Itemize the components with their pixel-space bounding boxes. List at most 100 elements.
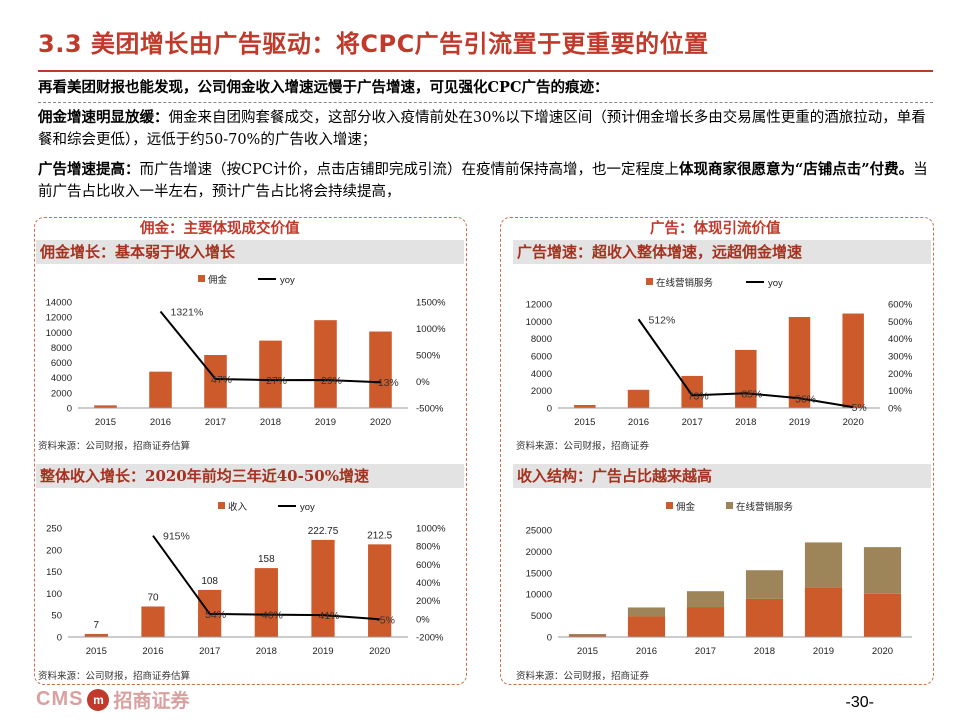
left-axis-tick-label: 250 bbox=[46, 524, 62, 535]
left-axis-tick-label: 150 bbox=[46, 567, 62, 578]
x-axis-tick-label: 2020 bbox=[872, 646, 893, 657]
commission-box bbox=[34, 217, 467, 685]
legend-label: 佣金 bbox=[676, 501, 696, 513]
yoy-point-label: 41% bbox=[318, 610, 339, 622]
x-axis-tick-label: 2015 bbox=[95, 417, 116, 428]
yoy-point-label: 915% bbox=[163, 531, 190, 543]
yoy-point-label: -5% bbox=[376, 614, 395, 626]
commission-body: 佣金来自团购套餐成交，这部分收入疫情前处在30%以下增速区间（预计佣金增长多由交… bbox=[38, 110, 926, 148]
intro-divider bbox=[38, 102, 933, 103]
x-axis-tick-label: 2015 bbox=[86, 646, 107, 657]
x-axis-tick-label: 2019 bbox=[813, 646, 834, 657]
x-axis-tick-label: 2019 bbox=[315, 417, 336, 428]
bar-value-label: 222.75 bbox=[308, 526, 339, 537]
left-axis-tick-label: 4000 bbox=[531, 369, 552, 380]
x-axis-tick-label: 2017 bbox=[199, 646, 220, 657]
right-axis-tick-label: 300% bbox=[888, 352, 913, 363]
left-axis-tick-label: 50 bbox=[51, 611, 62, 622]
right-axis-tick-label: 800% bbox=[416, 542, 441, 553]
bar-value-label: 70 bbox=[147, 592, 159, 603]
x-axis-tick-label: 2020 bbox=[370, 417, 391, 428]
bar bbox=[369, 331, 392, 408]
x-axis-tick-label: 2018 bbox=[754, 646, 775, 657]
bar bbox=[141, 606, 165, 637]
stacked-bar-segment bbox=[745, 570, 784, 599]
bar-value-label: 212.5 bbox=[367, 530, 392, 541]
ads-bold: 体现商家很愿意为“店铺点击”付费。 bbox=[678, 161, 914, 178]
left-axis-tick-label: 10000 bbox=[526, 317, 552, 328]
left-axis-tick-label: 20000 bbox=[526, 547, 552, 558]
ads-lead: 广告增速提高： bbox=[38, 161, 140, 178]
left-axis-tick-label: 14000 bbox=[46, 298, 72, 309]
logo-emblem-icon: m bbox=[87, 688, 110, 711]
right-axis-tick-label: 200% bbox=[416, 596, 441, 607]
bar-value-label: 158 bbox=[258, 554, 275, 565]
stacked-bar-segment bbox=[627, 616, 666, 637]
yoy-point-label: -13% bbox=[374, 377, 399, 389]
legend-label: yoy bbox=[300, 502, 315, 513]
legend-label: 收入 bbox=[228, 501, 248, 513]
ads-chart-title: 广告增速：超收入整体增速，远超佣金增速 bbox=[513, 240, 931, 264]
legend-label: yoy bbox=[280, 275, 295, 286]
legend-bar-swatch bbox=[198, 275, 205, 282]
left-axis-tick-label: 0 bbox=[547, 633, 552, 644]
right-axis-tick-label: 1500% bbox=[416, 298, 446, 309]
left-axis-tick-label: 8000 bbox=[51, 343, 72, 354]
company-logo: CMS m 招商证券 bbox=[36, 686, 189, 713]
stacked-bar-segment bbox=[863, 547, 902, 594]
right-axis-tick-label: 400% bbox=[416, 578, 441, 589]
yoy-point-label: 512% bbox=[649, 314, 676, 326]
right-axis-tick-label: 200% bbox=[888, 369, 913, 380]
left-axis-tick-label: 5000 bbox=[531, 611, 552, 622]
structure-source: 资料来源：公司财报，招商证券 bbox=[516, 671, 650, 682]
left-axis-tick-label: 6000 bbox=[51, 358, 72, 369]
bar-value-label: 108 bbox=[201, 576, 218, 587]
bar bbox=[94, 405, 117, 408]
left-axis-tick-label: 0 bbox=[57, 633, 62, 644]
commission-paragraph: 佣金增速明显放缓：佣金来自团购套餐成交，这部分收入疫情前处在30%以下增速区间（… bbox=[38, 107, 933, 151]
left-axis-tick-label: 4000 bbox=[51, 373, 72, 384]
stacked-bar-segment bbox=[804, 587, 843, 637]
x-axis-tick-label: 2016 bbox=[150, 417, 171, 428]
yoy-point-label: 47% bbox=[211, 374, 232, 386]
legend-bar-swatch bbox=[726, 502, 733, 509]
bar bbox=[314, 320, 337, 408]
stacked-bar-segment bbox=[686, 607, 725, 637]
right-axis-tick-label: 0% bbox=[416, 614, 430, 625]
logo-cms-text: CMS bbox=[36, 688, 84, 710]
left-axis-tick-label: 12000 bbox=[526, 300, 552, 311]
structure-chart-title: 收入结构：广告占比越来越高 bbox=[513, 464, 931, 488]
commission-chart: 佣金 yoy 0 2000 4000 6000 8000 10000 12000 14000 -50… bbox=[46, 274, 447, 428]
left-axis-tick-label: 25000 bbox=[526, 526, 552, 537]
left-axis-tick-label: 12000 bbox=[46, 313, 72, 324]
commission-box-header: 佣金：主要体现成交价值 bbox=[140, 220, 300, 237]
x-axis-tick-label: 2017 bbox=[695, 646, 716, 657]
bar-value-label: 7 bbox=[94, 620, 100, 631]
x-axis-tick-label: 2017 bbox=[205, 417, 226, 428]
legend-label: yoy bbox=[768, 278, 783, 289]
x-axis-tick-label: 2016 bbox=[636, 646, 657, 657]
right-axis-tick-label: 0% bbox=[888, 404, 902, 415]
left-axis-tick-label: 10000 bbox=[46, 328, 72, 339]
right-axis-tick-label: -500% bbox=[416, 404, 444, 415]
commission-lead: 佣金增速明显放缓： bbox=[38, 109, 169, 126]
left-axis-tick-label: 0 bbox=[547, 404, 552, 415]
x-axis-tick-label: 2017 bbox=[682, 417, 703, 428]
right-axis-tick-label: 100% bbox=[888, 386, 913, 397]
yoy-point-label: 27% bbox=[266, 375, 287, 387]
x-axis-tick-label: 2018 bbox=[256, 646, 277, 657]
x-axis-tick-label: 2016 bbox=[628, 417, 649, 428]
yoy-point-label: 54% bbox=[205, 609, 226, 621]
intro-paragraph: 再看美团财报也能发现，公司佣金收入增速远慢于广告增速，可见强化CPC广告的痕迹： bbox=[38, 79, 609, 96]
yoy-point-label: 73% bbox=[688, 390, 709, 402]
left-axis-tick-label: 2000 bbox=[51, 388, 72, 399]
x-axis-tick-label: 2015 bbox=[574, 417, 595, 428]
commission-chart-title: 佣金增长：基本弱于收入增长 bbox=[36, 240, 464, 264]
bar bbox=[788, 317, 811, 408]
left-axis-tick-label: 2000 bbox=[531, 386, 552, 397]
stacked-bar-segment bbox=[686, 591, 725, 608]
legend-label: 在线营销服务 bbox=[656, 277, 714, 289]
page-number: -30- bbox=[845, 694, 874, 711]
left-axis-tick-label: 8000 bbox=[531, 334, 552, 345]
right-axis-tick-label: 500% bbox=[888, 317, 913, 328]
